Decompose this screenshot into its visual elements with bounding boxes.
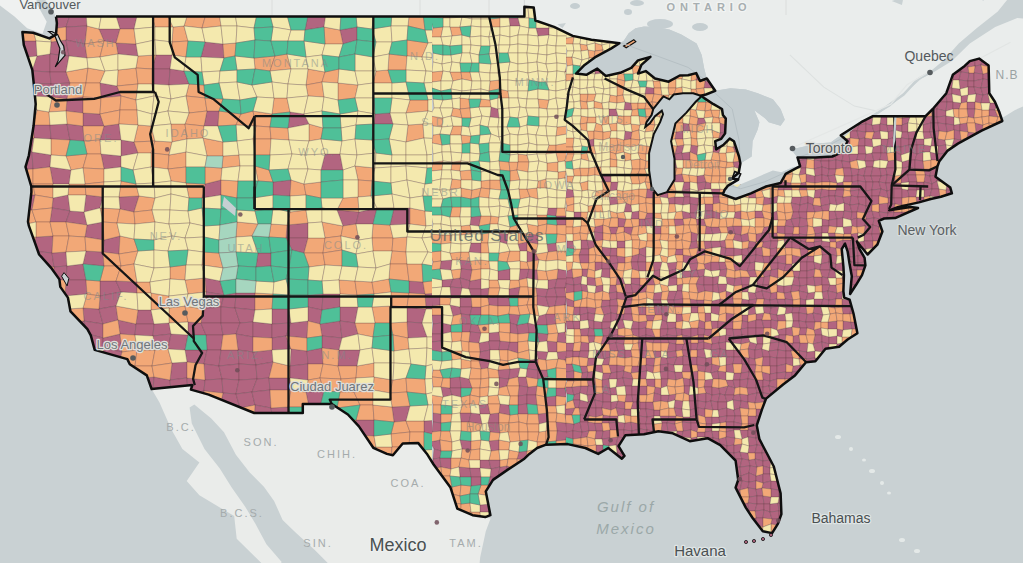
svg-text:NEBR.: NEBR. (421, 186, 465, 198)
svg-text:MICH.: MICH. (679, 123, 720, 135)
svg-text:NEV.: NEV. (150, 230, 183, 242)
svg-text:Quebec: Quebec (904, 48, 953, 64)
svg-text:MISS.: MISS. (592, 348, 632, 360)
svg-text:MINN.: MINN. (514, 76, 555, 88)
svg-text:S.D.: S.D. (421, 116, 450, 128)
svg-text:TENN.: TENN. (639, 303, 682, 315)
svg-text:WIS.: WIS. (598, 113, 630, 125)
svg-text:KAN.: KAN. (455, 255, 489, 267)
svg-text:OKLA.: OKLA. (459, 315, 501, 327)
svg-text:B.C.: B.C. (166, 421, 195, 433)
svg-text:UTAH: UTAH (227, 242, 264, 254)
svg-text:SON.: SON. (244, 436, 279, 448)
svg-text:ALA.: ALA. (644, 348, 676, 360)
svg-text:MAINE: MAINE (883, 143, 928, 155)
svg-text:COA.: COA. (391, 477, 426, 489)
svg-text:CHIH.: CHIH. (317, 448, 357, 460)
svg-text:ILL.: ILL. (594, 208, 620, 220)
svg-text:ORE.: ORE. (84, 132, 119, 144)
svg-text:CALIF.: CALIF. (83, 290, 128, 302)
svg-text:Havana: Havana (674, 542, 726, 559)
svg-text:WASH.: WASH. (75, 37, 121, 49)
svg-text:Ciudad Juarez: Ciudad Juarez (290, 379, 374, 394)
svg-text:TEXAS: TEXAS (442, 398, 488, 410)
svg-text:Madison: Madison (598, 140, 643, 154)
svg-text:OHIO: OHIO (694, 208, 730, 220)
svg-text:United States: United States (429, 226, 544, 245)
svg-text:IDAHO: IDAHO (166, 127, 211, 139)
svg-text:Los Angeles: Los Angeles (97, 337, 168, 352)
svg-text:MONTANA: MONTANA (262, 57, 330, 69)
svg-text:ARK.: ARK. (553, 311, 587, 323)
svg-text:Detroit: Detroit (684, 158, 720, 172)
svg-text:N.D.: N.D. (410, 50, 440, 62)
svg-text:ONTARIO: ONTARIO (667, 1, 752, 13)
svg-text:IND.: IND. (640, 218, 670, 230)
svg-text:GA.: GA. (710, 348, 735, 360)
svg-text:Mexico: Mexico (596, 520, 656, 537)
svg-text:LA.: LA. (594, 383, 617, 395)
svg-text:Mexico: Mexico (369, 535, 426, 555)
svg-text:Toronto: Toronto (806, 140, 853, 156)
svg-text:N.B: N.B (995, 68, 1018, 82)
svg-text:WYO.: WYO. (298, 146, 335, 158)
svg-text:B.C.S.: B.C.S. (220, 507, 264, 519)
svg-text:Chicago: Chicago (591, 189, 635, 203)
svg-text:Houston: Houston (466, 420, 511, 434)
svg-text:Bahamas: Bahamas (811, 510, 870, 526)
svg-text:Vancouver: Vancouver (19, 0, 81, 12)
svg-text:COLO.: COLO. (324, 239, 368, 251)
svg-text:SIN.: SIN. (303, 537, 332, 549)
svg-text:Gulf of: Gulf of (597, 498, 655, 515)
svg-text:TAM.: TAM. (449, 537, 482, 549)
svg-text:Las Vegas: Las Vegas (159, 294, 220, 309)
svg-text:N.M.: N.M. (321, 349, 352, 361)
svg-text:KY.: KY. (679, 268, 701, 280)
svg-text:IOWA: IOWA (539, 179, 576, 191)
svg-text:Portland: Portland (34, 82, 82, 97)
svg-text:New York: New York (897, 222, 957, 238)
svg-text:MO.: MO. (557, 243, 584, 255)
svg-text:ARIZ.: ARIZ. (227, 349, 265, 361)
